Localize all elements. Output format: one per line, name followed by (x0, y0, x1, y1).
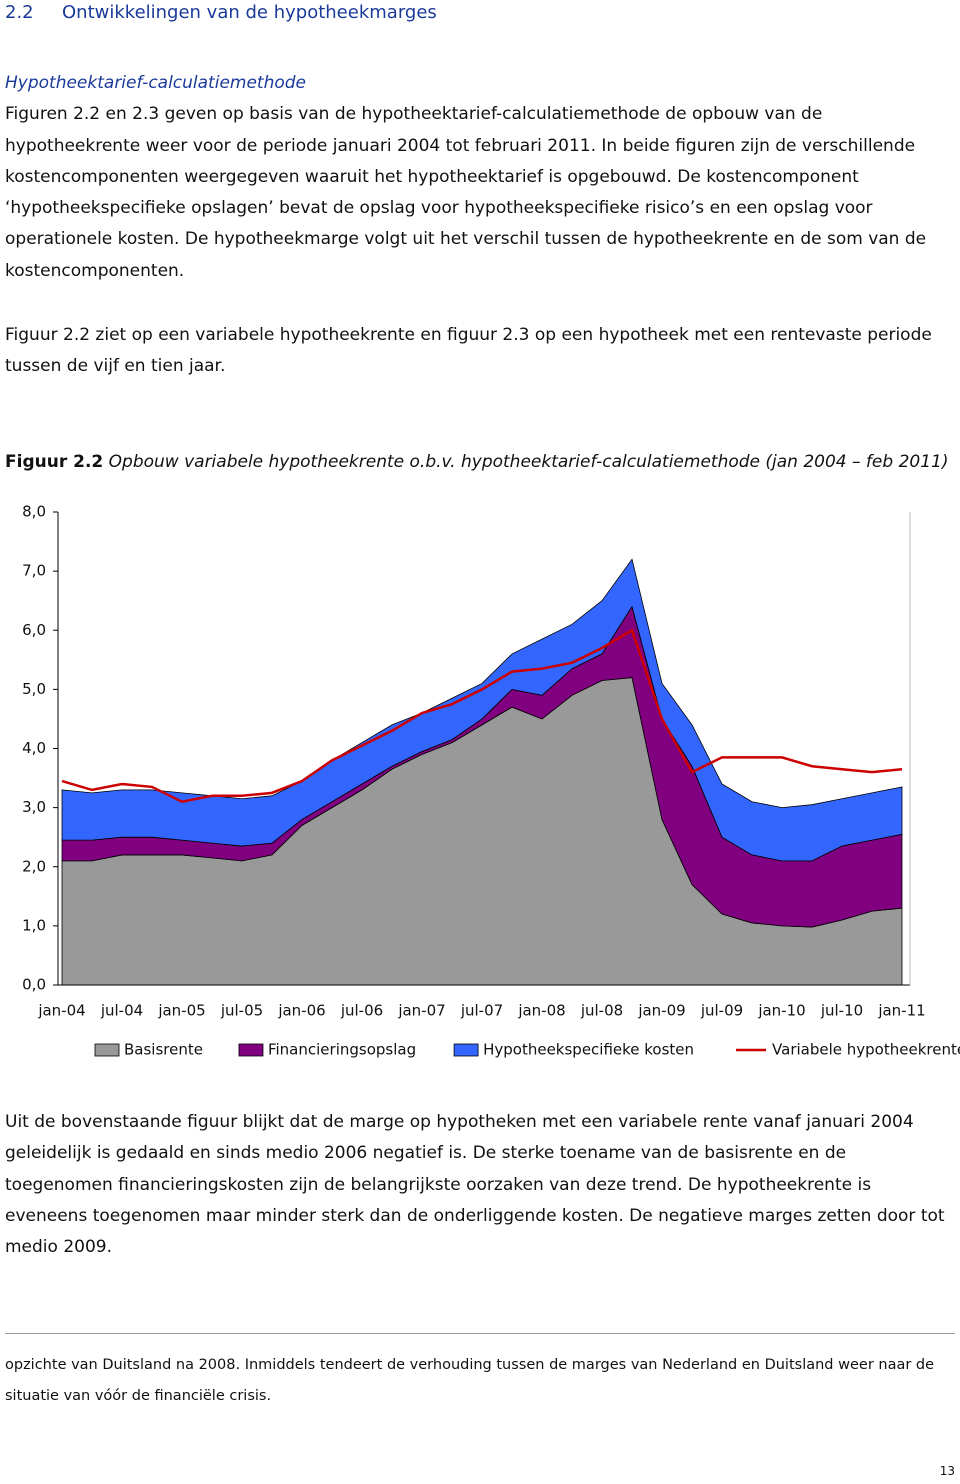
legend-label: Financieringsopslag (268, 1041, 416, 1059)
legend-swatch (94, 1043, 120, 1057)
y-tick-label: 5,0 (22, 680, 46, 698)
paragraph: Figuren 2.2 en 2.3 geven op basis van de… (5, 104, 927, 281)
section-number: 2.2 (5, 2, 34, 23)
x-tick-label: jul-09 (700, 1002, 743, 1020)
figure-caption: Figuur 2.2 Opbouw variabele hypotheekren… (5, 447, 955, 478)
paragraph: Uit de bovenstaande figuur blijkt dat de… (5, 1112, 945, 1258)
x-tick-label: jul-10 (820, 1002, 863, 1020)
x-tick-label: jul-05 (220, 1002, 263, 1020)
caption-label: Figuur 2.2 (5, 452, 104, 472)
x-tick-label: jan-09 (637, 1002, 685, 1020)
x-tick-label: jan-10 (757, 1002, 805, 1020)
y-tick-label: 6,0 (22, 621, 46, 639)
legend-swatch (238, 1043, 264, 1057)
section-title: Ontwikkelingen van de hypotheekmarges (62, 2, 437, 23)
x-tick-label: jan-08 (517, 1002, 565, 1020)
legend-label: Hypotheekspecifieke kosten (483, 1041, 694, 1059)
y-tick-label: 2,0 (22, 857, 46, 875)
area (61, 558, 903, 862)
y-tick-label: 3,0 (22, 798, 46, 816)
x-tick-label: jul-07 (460, 1002, 503, 1020)
legend-label: Basisrente (124, 1041, 203, 1059)
x-tick-label: jul-04 (100, 1002, 143, 1020)
footnote-rule (5, 1333, 955, 1334)
x-tick-label: jan-11 (877, 1002, 925, 1020)
subheading: Hypotheektarief-calculatiemethode (5, 73, 307, 93)
y-tick-label: 1,0 (22, 916, 46, 934)
y-tick-label: 0,0 (22, 976, 46, 994)
section-heading: 2.2 Ontwikkelingen van de hypotheekmarges (5, 2, 437, 23)
paragraph: Figuur 2.2 ziet op een variabele hypothe… (5, 325, 932, 377)
x-tick-label: jan-07 (397, 1002, 445, 1020)
caption-text: Opbouw variabele hypotheekrente o.b.v. h… (108, 452, 949, 472)
x-tick-label: jul-08 (580, 1002, 623, 1020)
legend-label: Variabele hypotheekrente (772, 1041, 960, 1059)
paragraph-block: Hypotheektarief-calculatiemethode Figure… (5, 68, 955, 287)
page-number: 13 (939, 1464, 955, 1478)
y-tick-label: 8,0 (22, 503, 46, 521)
legend-swatch (453, 1043, 479, 1057)
y-tick-label: 7,0 (22, 562, 46, 580)
x-tick-label: jan-06 (277, 1002, 325, 1020)
x-tick-label: jul-06 (340, 1002, 383, 1020)
line (61, 628, 903, 804)
x-tick-label: jan-04 (37, 1002, 85, 1020)
chart: 0,0 1,0 2,0 3,0 4,0 5,0 6,0 7,0 8,0 jan-04 jul-04 j… (22, 503, 960, 1059)
footnote: opzichte van Duitsland na 2008. Inmiddel… (5, 1357, 935, 1404)
y-tick-label: 4,0 (22, 739, 46, 757)
x-tick-label: jan-05 (157, 1002, 205, 1020)
